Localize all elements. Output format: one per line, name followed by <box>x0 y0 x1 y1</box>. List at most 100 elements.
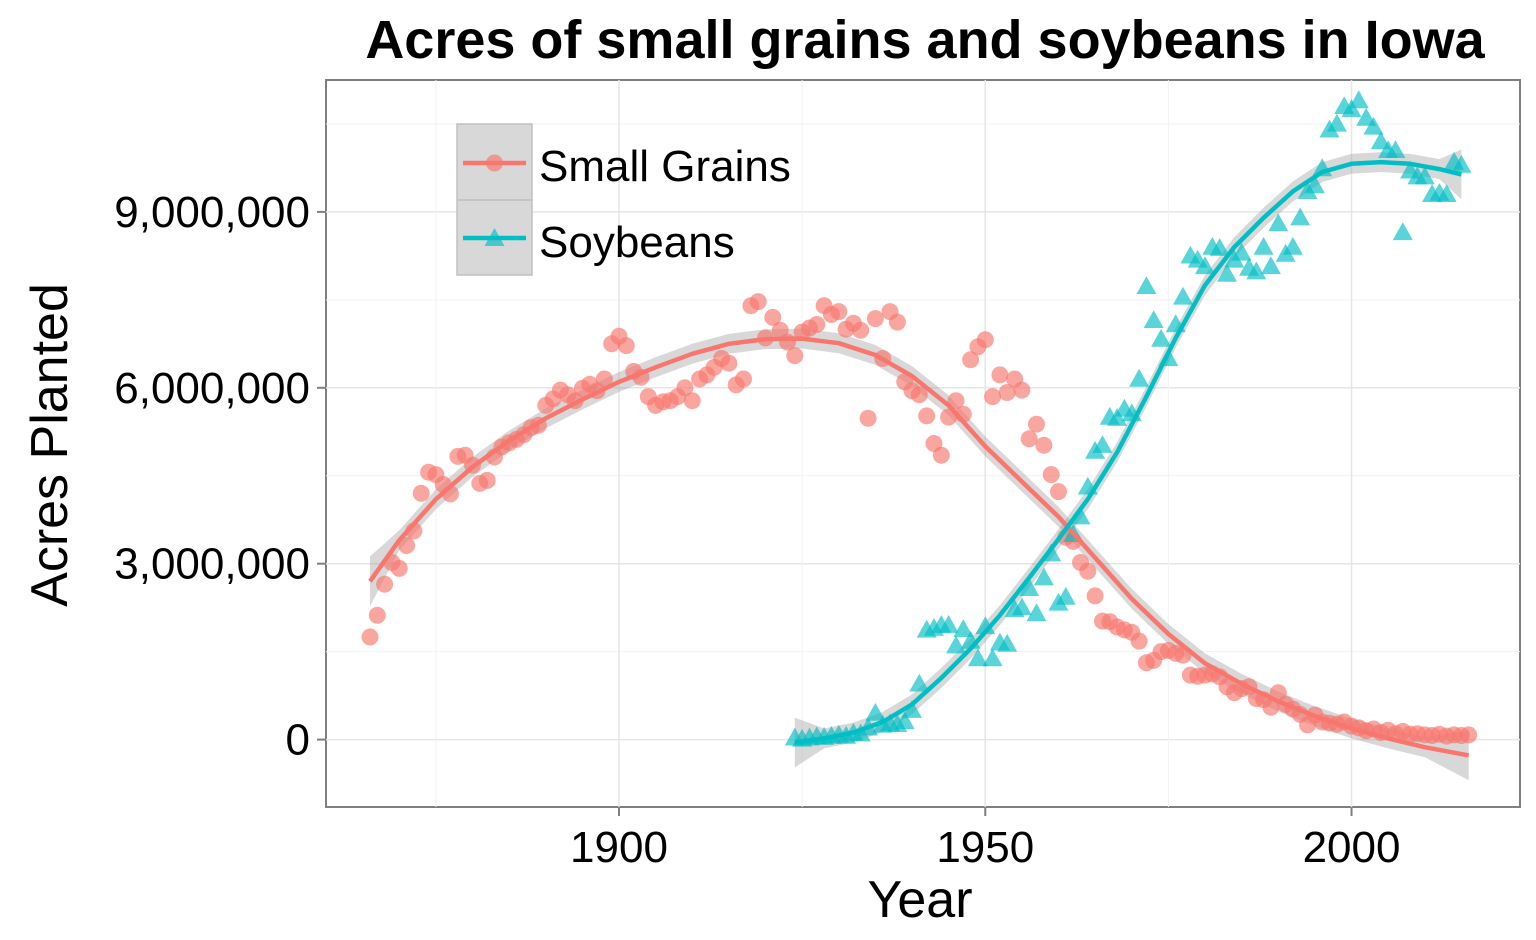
small-grains-point <box>1130 632 1148 650</box>
soybeans-point <box>894 711 915 730</box>
soybeans-point <box>1260 256 1281 275</box>
soybeans-point <box>865 703 886 721</box>
small-grains-point <box>947 392 965 410</box>
small-grains-point <box>866 310 884 328</box>
soybeans-point <box>938 615 959 633</box>
small-grains-point <box>368 606 386 624</box>
small-grains-point <box>786 347 804 365</box>
soybeans-point <box>997 633 1018 652</box>
small-grains-point <box>932 446 950 464</box>
small-grains-point <box>1042 466 1060 484</box>
small-grains-point <box>984 388 1002 406</box>
y-tick-label: 3,000,000 <box>114 540 310 589</box>
soybeans-point <box>1451 154 1472 173</box>
small-grains-point <box>910 386 928 404</box>
soybeans-point <box>1070 506 1091 525</box>
small-grains-point <box>376 575 394 593</box>
small-grains-point <box>962 351 980 369</box>
y-axis: 0 3,000,000 6,000,000 9,000,000 <box>114 188 326 765</box>
small-grains-point <box>764 308 782 326</box>
small-grains-point <box>1028 415 1045 433</box>
small-grains-point <box>998 384 1016 401</box>
soybeans-point <box>1209 238 1230 256</box>
legend-label-small-grains: Small Grains <box>539 142 791 191</box>
small-grains-point <box>888 313 906 331</box>
soybeans-point <box>1231 242 1252 261</box>
y-axis-title: Acres Planted <box>21 283 79 607</box>
soybeans-point <box>1195 256 1215 275</box>
soybeans-point <box>1143 310 1164 328</box>
trend-line-small-grains <box>368 336 1470 758</box>
soybeans-point <box>1326 113 1347 132</box>
soybeans-point <box>1282 236 1303 255</box>
soybeans-point <box>953 619 974 637</box>
soybeans-point <box>902 700 922 718</box>
plot-panel <box>325 79 1521 808</box>
small-grains-point <box>1460 726 1478 744</box>
soybeans-point <box>1290 207 1311 226</box>
small-grains-point <box>808 316 826 333</box>
x-tick-label: 1900 <box>570 823 668 872</box>
small-grains-point <box>852 321 870 339</box>
x-axis-title: Year <box>867 871 972 929</box>
small-grains-point <box>1050 483 1067 501</box>
soybeans-point <box>1033 567 1054 586</box>
gridlines <box>326 80 1520 807</box>
soybeans-point <box>1414 166 1435 185</box>
small-grains-point <box>390 559 408 577</box>
small-grains-point <box>676 379 694 397</box>
small-grains-point <box>683 392 701 410</box>
soybeans-point <box>1129 368 1150 387</box>
x-tick-label: 1950 <box>936 823 1034 872</box>
chart-title: Acres of small grains and soybeans in Io… <box>365 10 1485 70</box>
soybeans-point <box>1173 286 1193 305</box>
soybeans-point <box>1011 597 1032 616</box>
legend-keys <box>463 154 526 246</box>
y-tick-label: 6,000,000 <box>114 364 310 413</box>
soybeans-point <box>1268 213 1289 232</box>
small-grains-point <box>720 354 738 372</box>
small-grains-point <box>991 366 1009 384</box>
small-grains-point <box>617 337 635 355</box>
soybeans-point <box>1253 236 1274 255</box>
soybeans-point <box>1348 90 1369 109</box>
soybeans-point <box>1363 116 1384 135</box>
small-grains-point <box>361 628 379 646</box>
soybeans-point <box>1385 140 1406 158</box>
small-grains-point <box>595 370 613 388</box>
soybeans-point <box>1217 263 1237 282</box>
small-grains-point <box>976 331 994 349</box>
soybeans-point <box>1026 603 1047 622</box>
small-grains-point <box>1013 381 1031 399</box>
small-grains-point <box>412 484 430 502</box>
small-grains-point <box>918 407 936 425</box>
small-grains-point <box>1086 587 1104 605</box>
small-grains-point <box>1020 430 1038 448</box>
soybeans-point <box>1151 328 1172 347</box>
soybeans-point <box>1055 586 1076 605</box>
soybeans-point <box>946 635 966 654</box>
small-grains-point <box>749 293 767 311</box>
soybeans-point <box>1107 408 1128 426</box>
small-grains-point <box>1079 562 1097 580</box>
small-grains-point <box>1035 436 1053 454</box>
trend-lines <box>368 159 1470 758</box>
small-grains-point <box>735 370 752 388</box>
soybeans-point <box>1246 261 1267 280</box>
x-axis: 1900 1950 2000 <box>570 807 1400 872</box>
small-grains-point <box>478 471 496 489</box>
soybeans-point <box>967 648 988 667</box>
soybeans-point <box>982 648 1003 667</box>
soybeans-point <box>909 673 930 692</box>
legend-key-circle-marker <box>486 154 503 172</box>
legend: Small Grains Soybeans <box>456 123 791 276</box>
soybeans-point <box>1092 435 1113 453</box>
small-grains-point <box>859 409 877 427</box>
soybeans-point <box>1136 276 1157 294</box>
soybeans-point <box>1304 175 1325 194</box>
small-grains-point <box>830 303 848 321</box>
trend-line-soybeans <box>794 159 1462 745</box>
x-tick-label: 2000 <box>1303 823 1401 872</box>
legend-key-triangle-marker <box>484 228 505 246</box>
